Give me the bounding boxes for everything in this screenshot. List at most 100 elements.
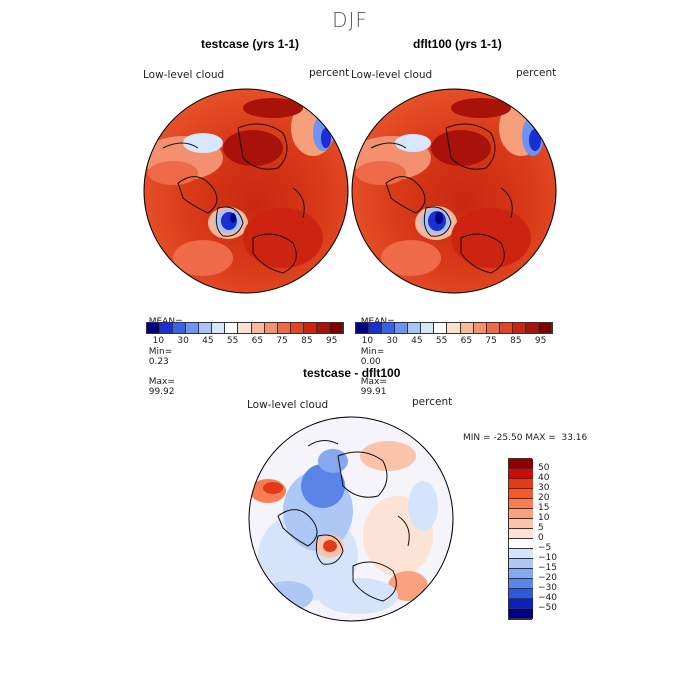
colorbar-tick-label: 30 [177,336,189,346]
colorbar-tick-label: 85 [301,336,313,346]
colorbar-swatch [509,599,533,609]
colorbar-tick-label: 65 [251,336,264,346]
min-max-difference: MIN = -25.50 MAX = 33.16 [463,433,588,443]
panel-title-testcase: testcase (yrs 1-1) [201,37,300,51]
colorbar-swatch [251,323,265,333]
colorbar-swatch [408,323,422,333]
season-title: DJF [332,8,368,32]
colorbar-swatch [447,323,461,333]
colorbar-tick-label: 55 [226,336,239,346]
colorbar-tick-label: −50 [538,603,557,613]
colorbar-swatch [277,323,291,333]
colorbar-swatch [525,323,539,333]
colorbar-ticks-dflt100: 10 30 45 55 65 75 85 95 [355,336,553,348]
min-label: Min= [148,347,173,357]
colorbar-swatch [499,323,513,333]
min-value: 0.00 [360,357,381,367]
colorbar-tick-label: 30 [538,483,550,493]
units-label-right: percent [516,67,557,79]
colorbar-swatch [434,323,448,333]
colorbar-swatch [212,323,226,333]
colorbar-swatch [512,323,526,333]
colorbar-tick-label: −40 [538,593,557,603]
colorbar-swatch [460,323,474,333]
min-label: Min= [360,347,385,357]
colorbar-swatch [509,579,533,589]
colorbar-tick-label: −5 [538,543,552,553]
colorbar-swatch [509,609,533,619]
colorbar-tick-label: 95 [534,336,547,346]
colorbar-swatch [421,323,435,333]
colorbar-difference [508,458,533,620]
colorbar-swatch [369,323,383,333]
colorbar-tick-label: 75 [276,336,288,346]
colorbar-ticks-testcase: 10 30 45 55 65 75 85 95 [146,336,344,348]
min-value: 0.23 [148,357,169,367]
polar-map-dflt100 [351,88,557,294]
colorbar-tick-label: 5 [538,523,544,533]
colorbar-tick-label: 65 [460,336,473,346]
colorbar-swatch [290,323,304,333]
colorbar-swatch [486,323,500,333]
colorbar-swatch [264,323,278,333]
colorbar-swatch [509,489,533,499]
colorbar-swatch [186,323,200,333]
colorbar-swatch [382,323,396,333]
colorbar-tick-label: 85 [510,336,522,346]
colorbar-tick-label: 75 [485,336,497,346]
colorbar-tick-label: 95 [325,336,338,346]
colorbar-swatch [199,323,213,333]
colorbar-tick-label: 30 [386,336,398,346]
colorbar-tick-label: 10 [538,513,550,523]
colorbar-tick-label: 15 [538,503,550,513]
variable-label-difference: Low-level cloud [247,399,329,411]
colorbar-tick-label: 10 [152,336,165,346]
colorbar-tick-label: −30 [538,583,557,593]
colorbar-tick-label: 55 [435,336,448,346]
colorbar-tick-label: −10 [538,553,557,563]
colorbar-swatch [356,323,370,333]
polar-map-testcase [143,88,349,294]
colorbar-swatch [395,323,409,333]
colorbar-tick-label: 45 [411,336,423,346]
colorbar-swatch [316,323,330,333]
colorbar-swatch [509,539,533,549]
colorbar-tick-label: 20 [538,493,550,503]
max-value: 99.91 [360,387,387,397]
colorbar-tick-label: 45 [202,336,214,346]
colorbar-tick-label: 0 [538,533,544,543]
units-label-difference: percent [412,396,453,408]
panel-title-dflt100: dflt100 (yrs 1-1) [413,37,502,51]
colorbar-swatch [303,323,317,333]
colorbar-swatch [238,323,252,333]
colorbar-swatch [160,323,174,333]
panel-title-difference: testcase - dflt100 [303,366,401,380]
colorbar-swatch [225,323,239,333]
variable-label-left: Low-level cloud [143,69,225,81]
colorbar-swatch [173,323,187,333]
units-label-left: percent [309,67,350,79]
colorbar-swatch [147,323,161,333]
colorbar-swatch [509,499,533,509]
colorbar-tick-label: 10 [361,336,374,346]
colorbar-swatch [473,323,487,333]
colorbar-dflt100 [355,322,553,334]
colorbar-ticks-difference: 50 40 30 20 15 10 5 0 −5 −10 −15 −20 −30 −40 −50 [538,458,578,618]
colorbar-swatch [509,479,533,489]
stats-dflt100: MEAN= 81.85 Min= 0.00 Max= 99.91 [355,307,395,397]
colorbar-tick-label: −15 [538,563,557,573]
colorbar-tick-label: 40 [538,473,550,483]
colorbar-swatch [509,559,533,569]
max-value: 99.92 [148,387,175,397]
variable-label-right: Low-level cloud [351,69,433,81]
colorbar-testcase [146,322,344,334]
colorbar-swatch [509,589,533,599]
colorbar-swatch [538,323,552,333]
colorbar-tick-label: 50 [538,463,550,473]
colorbar-swatch [329,323,343,333]
max-label: Max= [148,377,175,387]
polar-map-difference [248,416,454,622]
colorbar-swatch [509,529,533,539]
colorbar-swatch [509,469,533,479]
stats-testcase: MEAN= 80.55 Min= 0.23 Max= 99.92 [143,307,183,397]
